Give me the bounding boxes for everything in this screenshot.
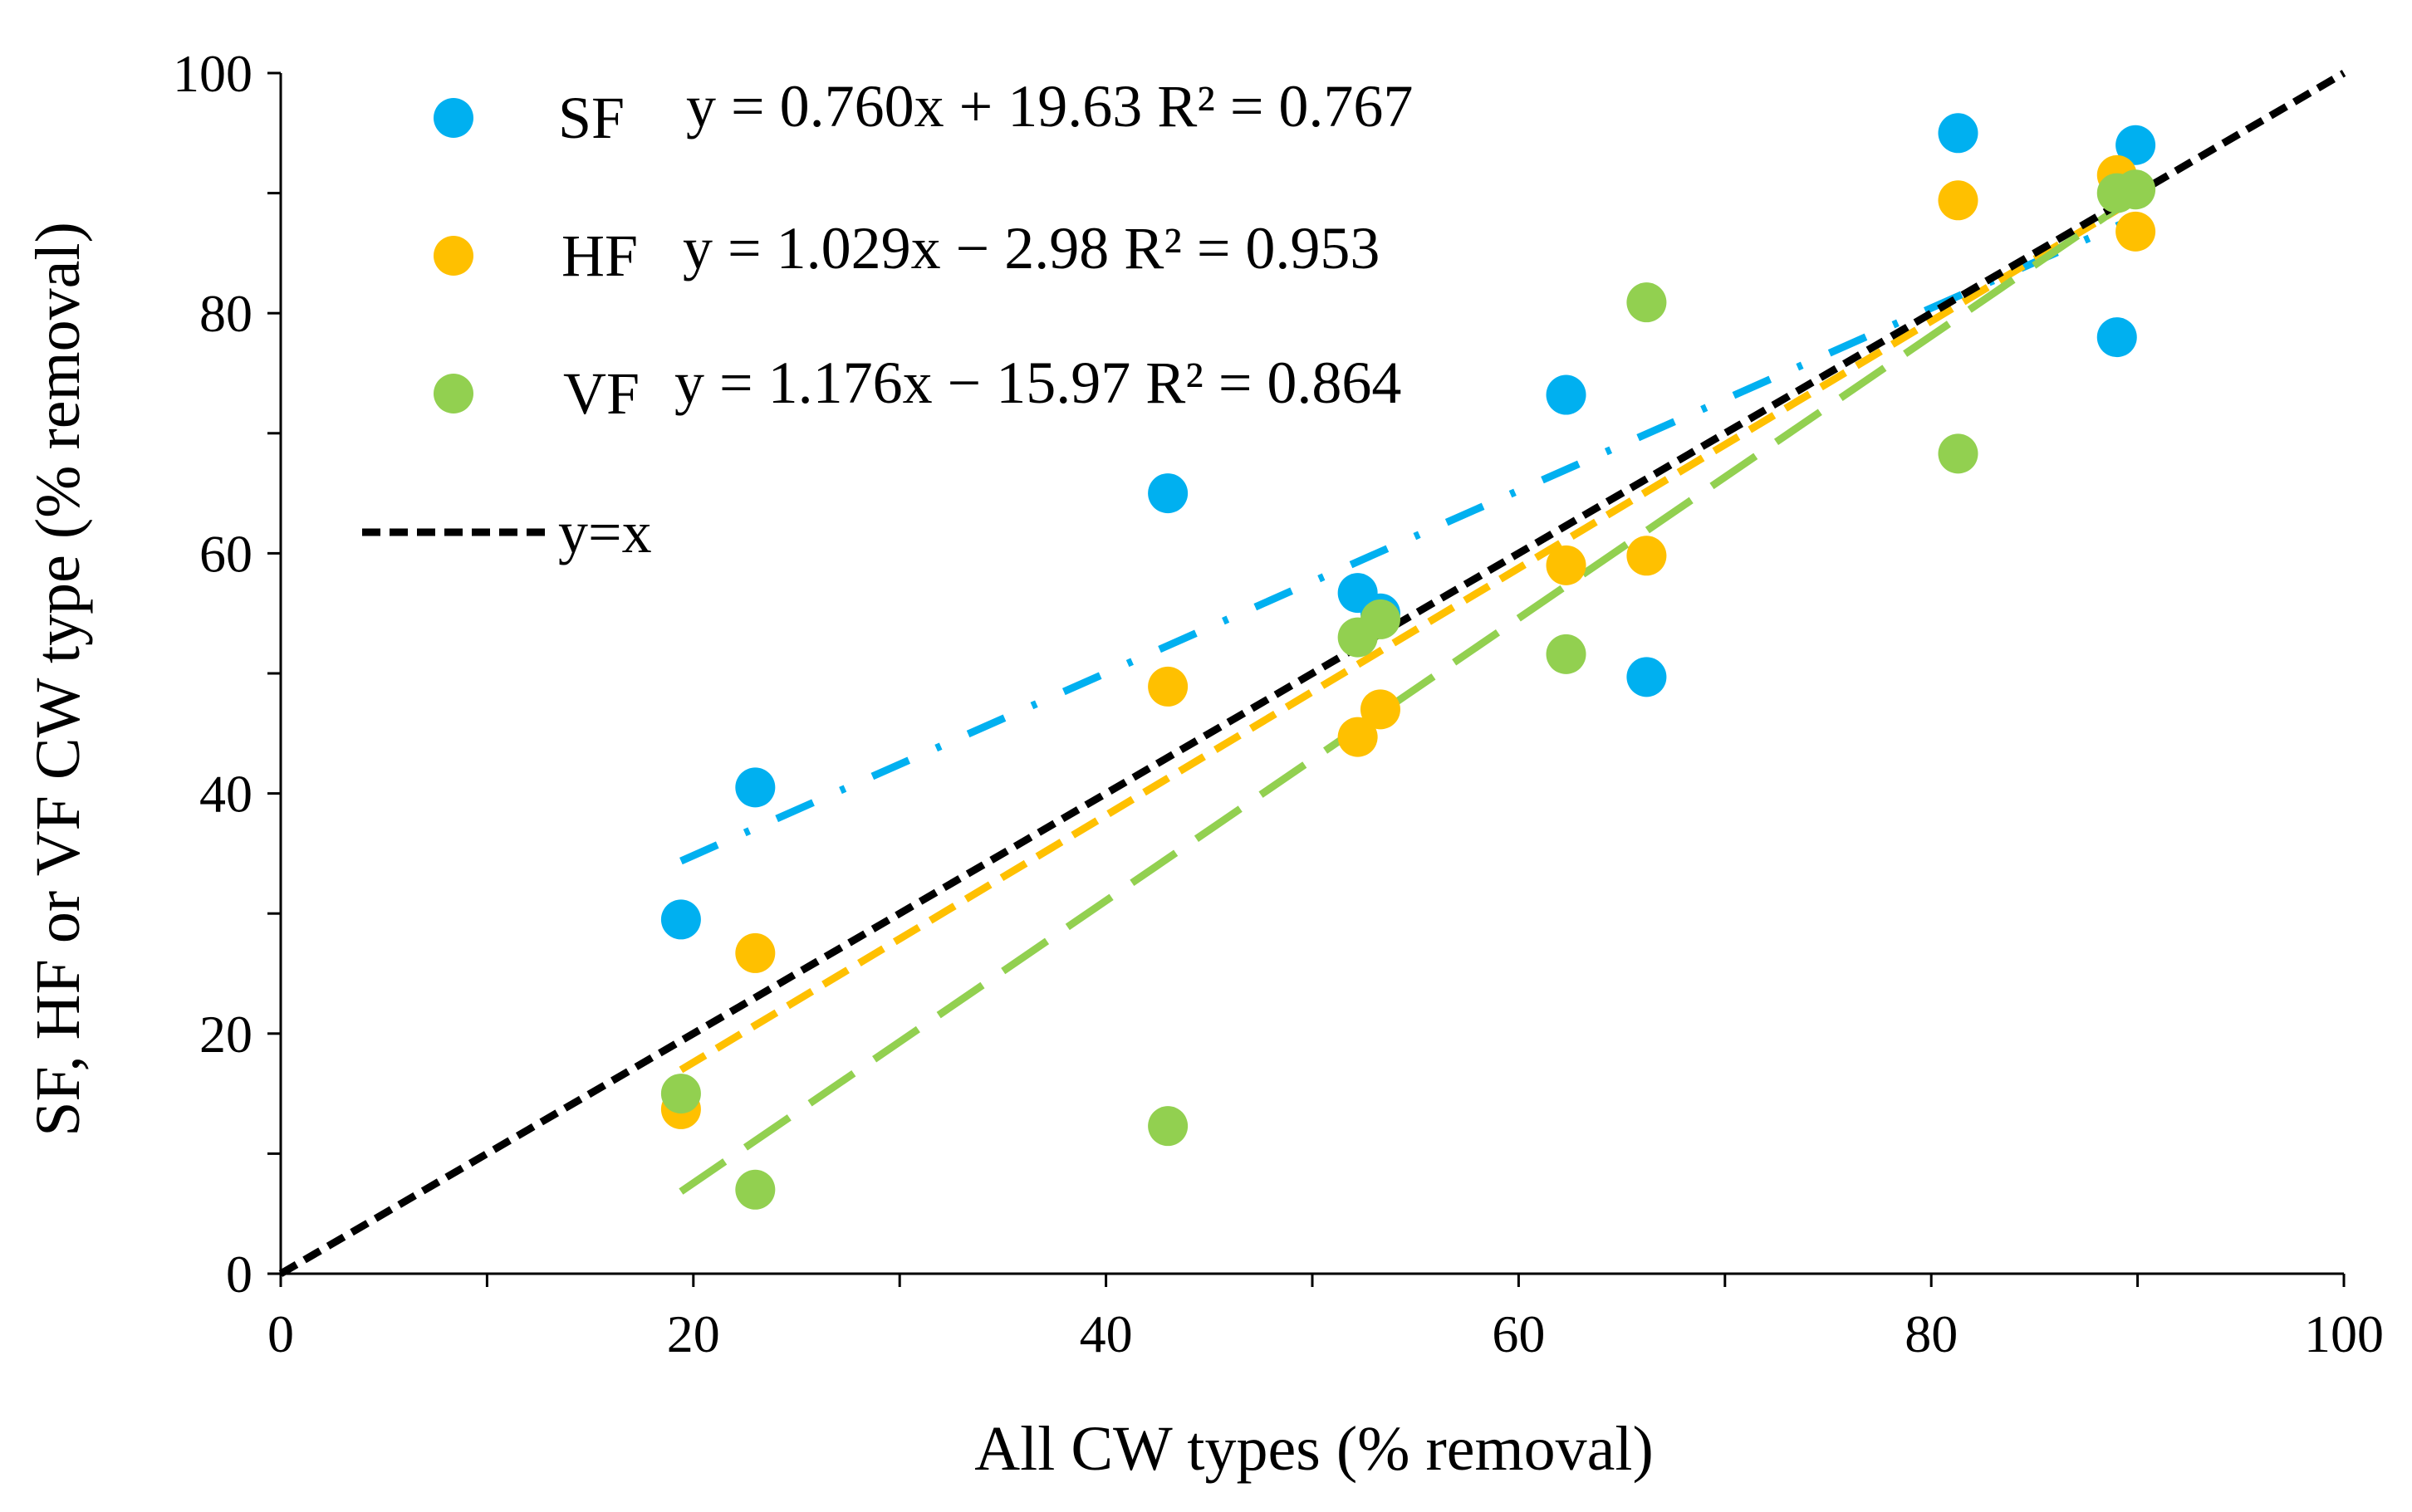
data-point-hf bbox=[2115, 211, 2156, 252]
y-tick-label: 100 bbox=[173, 44, 252, 103]
data-point-vf bbox=[660, 1074, 701, 1114]
data-point-vf bbox=[735, 1169, 776, 1210]
x-tick-label: 20 bbox=[667, 1304, 720, 1363]
y-axis-label: SF, HF or VF CW type (% removal) bbox=[23, 222, 93, 1137]
data-point-vf bbox=[1360, 599, 1400, 639]
data-point-vf bbox=[1626, 282, 1667, 323]
legend-marker-vf bbox=[434, 374, 473, 413]
y-tick-label: 60 bbox=[199, 524, 252, 583]
data-point-sf bbox=[1148, 473, 1189, 514]
trend-line-vf bbox=[679, 193, 2138, 1195]
legend-equation-vf: y = 1.176x − 15.97 R² = 0.864 bbox=[674, 350, 1401, 416]
y-tick-label: 40 bbox=[199, 765, 252, 824]
data-point-vf bbox=[1938, 433, 1978, 474]
reference-line-layer bbox=[278, 70, 2346, 1277]
data-point-sf bbox=[2096, 317, 2137, 358]
trend-lines bbox=[679, 193, 2138, 1195]
y-tick-label: 80 bbox=[199, 284, 252, 343]
trend-line-sf bbox=[679, 214, 2137, 865]
x-tick-label: 40 bbox=[1080, 1304, 1133, 1363]
data-point-vf bbox=[2115, 169, 2156, 210]
data-point-vf bbox=[1148, 1106, 1189, 1147]
data-point-sf bbox=[1546, 374, 1586, 415]
data-point-hf bbox=[1148, 666, 1189, 707]
x-tick-label: 80 bbox=[1905, 1304, 1958, 1363]
y-tick-label: 20 bbox=[199, 1005, 252, 1064]
data-point-hf bbox=[1360, 689, 1400, 730]
data-point-hf bbox=[1337, 717, 1378, 757]
data-point-sf bbox=[2115, 125, 2156, 165]
data-points bbox=[660, 113, 2156, 1210]
data-point-hf bbox=[1626, 536, 1667, 576]
y-tick-label: 0 bbox=[226, 1245, 252, 1304]
data-point-hf bbox=[1938, 180, 1978, 221]
x-tick-label: 100 bbox=[2304, 1304, 2384, 1363]
tick-labels: 0 20 40 60 80 100 0 20 40 60 80 100 bbox=[173, 44, 2384, 1363]
data-point-sf bbox=[735, 767, 776, 808]
x-axis-label: All CW types (% removal) bbox=[974, 1414, 1654, 1484]
legend-marker-hf bbox=[434, 236, 473, 276]
data-point-hf bbox=[735, 932, 776, 973]
x-tick-label: 0 bbox=[267, 1304, 294, 1363]
legend-label-yx: y=x bbox=[558, 499, 652, 565]
axes bbox=[267, 71, 2346, 1287]
legend-equation-hf: y = 1.029x − 2.98 R² = 0.953 bbox=[683, 215, 1380, 281]
data-point-hf bbox=[1546, 545, 1586, 585]
legend-label-vf: VF bbox=[563, 360, 640, 427]
x-tick-label: 60 bbox=[1492, 1304, 1545, 1363]
legend: SF y = 0.760x + 19.63 R² = 0.767 HF y = … bbox=[362, 73, 1413, 565]
reference-line-yx bbox=[278, 70, 2346, 1277]
legend-label-sf: SF bbox=[558, 85, 625, 151]
data-point-sf bbox=[1626, 657, 1667, 697]
data-point-sf bbox=[1938, 113, 1978, 154]
legend-marker-sf bbox=[434, 98, 473, 138]
data-point-sf bbox=[660, 899, 701, 940]
trend-line-hf bbox=[679, 195, 2138, 1074]
legend-equation-sf: y = 0.760x + 19.63 R² = 0.767 bbox=[686, 73, 1413, 139]
data-point-vf bbox=[1546, 634, 1586, 674]
legend-label-hf: HF bbox=[561, 223, 638, 289]
